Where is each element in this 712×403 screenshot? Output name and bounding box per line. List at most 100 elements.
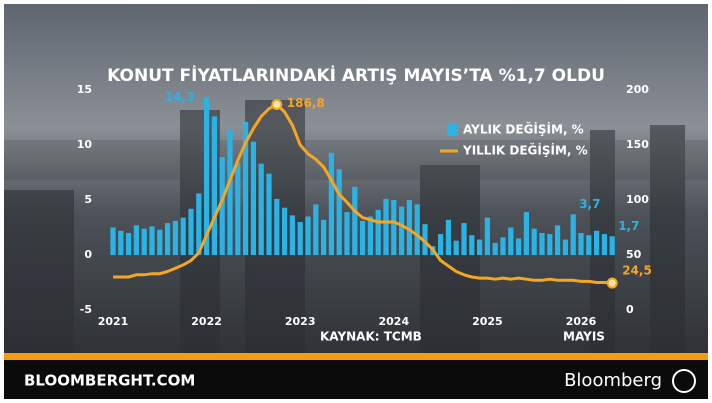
bar — [578, 233, 584, 255]
bar — [508, 227, 514, 255]
y2-tick-label: 150 — [626, 138, 649, 151]
bar — [235, 162, 241, 255]
bar — [258, 163, 264, 255]
value-label: 14,3 — [165, 90, 195, 104]
bar — [172, 220, 178, 255]
bar — [266, 173, 272, 255]
x-tick-label: 2023 — [285, 315, 316, 328]
bar — [321, 219, 327, 255]
city-silhouette — [4, 100, 708, 353]
bar — [477, 239, 483, 255]
bar — [570, 214, 576, 255]
bar — [391, 200, 397, 255]
bar — [149, 226, 155, 255]
bar — [157, 229, 163, 255]
bar — [126, 233, 132, 255]
bar — [609, 236, 615, 255]
y-tick-label: 5 — [84, 193, 92, 206]
highlight-point — [606, 277, 618, 289]
value-label: 1,7 — [618, 219, 639, 233]
bar — [445, 219, 451, 255]
x-tick-label: 2021 — [98, 315, 129, 328]
bar — [547, 234, 553, 255]
brand-logo — [672, 369, 696, 393]
bar — [375, 209, 381, 255]
bar — [141, 228, 147, 255]
bar — [289, 215, 295, 255]
bar — [414, 204, 420, 255]
bar — [406, 200, 412, 255]
bar — [562, 239, 568, 255]
bar — [461, 223, 467, 255]
bar — [484, 217, 490, 255]
value-label: 186,8 — [287, 96, 325, 110]
bar — [367, 216, 373, 255]
y2-tick-label: 100 — [626, 193, 649, 206]
bar — [586, 235, 592, 255]
bar — [227, 129, 233, 255]
brand: Bloomberg — [564, 370, 662, 391]
bar — [110, 227, 116, 255]
bar — [336, 169, 342, 255]
bar — [297, 222, 303, 255]
legend-swatch — [447, 124, 458, 136]
source: KAYNAK: TCMB — [320, 330, 422, 344]
bar — [180, 217, 186, 255]
bar — [165, 223, 171, 255]
bar — [305, 216, 311, 255]
legend-label: AYLIK DEĞİŞİM, % — [463, 122, 584, 137]
y2-tick-label: 50 — [626, 248, 642, 261]
bar — [274, 198, 280, 255]
bar — [313, 204, 319, 255]
footer — [4, 360, 708, 399]
bar — [243, 121, 249, 256]
bar — [531, 228, 537, 255]
y2-tick-label: 0 — [626, 303, 634, 316]
value-label: 3,7 — [579, 197, 600, 211]
y2-tick-label: 200 — [626, 83, 649, 96]
bar — [492, 242, 498, 255]
bar — [523, 212, 529, 255]
x-tick-label: 2026 — [566, 315, 597, 328]
x-tick-label: 2022 — [191, 315, 222, 328]
bar — [344, 212, 350, 255]
site: BLOOMBERGHT.COM — [24, 372, 195, 390]
bar — [188, 208, 194, 255]
bar — [594, 230, 600, 255]
y-tick-label: -5 — [80, 303, 92, 316]
bar — [133, 225, 139, 255]
x-tick-label: 2024 — [378, 315, 409, 328]
chart-title: KONUT FİYATLARINDAKİ ARTIŞ MAYIS’TA %1,7… — [107, 64, 605, 86]
highlight-point — [271, 99, 283, 111]
y-tick-label: 0 — [84, 248, 92, 261]
y-tick-label: 10 — [77, 138, 93, 151]
legend-label: YILLIK DEĞİŞİM, % — [462, 143, 588, 158]
bar — [204, 97, 210, 255]
bar — [282, 207, 288, 255]
bar — [500, 237, 506, 255]
line — [113, 103, 613, 285]
bar — [539, 233, 545, 255]
bar — [360, 220, 366, 255]
bar — [219, 157, 225, 255]
bar — [469, 235, 475, 255]
x-note: MAYIS — [563, 330, 605, 344]
bar — [516, 238, 522, 255]
y-tick-label: 15 — [77, 83, 92, 96]
bar — [601, 234, 607, 255]
footer-stripe — [4, 353, 708, 360]
bar — [211, 116, 217, 256]
value-label: 24,5 — [622, 264, 652, 278]
bar — [196, 193, 202, 255]
bar — [352, 186, 358, 255]
x-tick-label: 2025 — [472, 315, 503, 328]
bar — [383, 198, 389, 255]
bar — [438, 234, 444, 255]
bar — [399, 206, 405, 255]
bar — [555, 225, 561, 255]
bar — [250, 141, 256, 255]
bar — [118, 230, 124, 255]
bar — [453, 240, 459, 255]
bar — [328, 152, 334, 255]
